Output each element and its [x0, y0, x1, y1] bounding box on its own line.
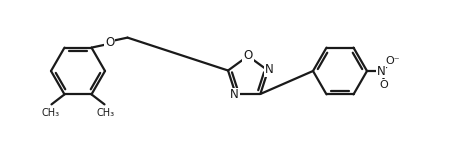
Text: O: O	[243, 49, 253, 61]
Text: N: N	[230, 88, 239, 102]
Text: O: O	[105, 36, 114, 49]
Text: N: N	[265, 63, 274, 76]
Text: O: O	[380, 80, 388, 90]
Text: CH₃: CH₃	[96, 108, 115, 118]
Text: N: N	[376, 64, 385, 78]
Text: CH₃: CH₃	[41, 108, 60, 118]
Text: O⁻: O⁻	[386, 56, 400, 66]
